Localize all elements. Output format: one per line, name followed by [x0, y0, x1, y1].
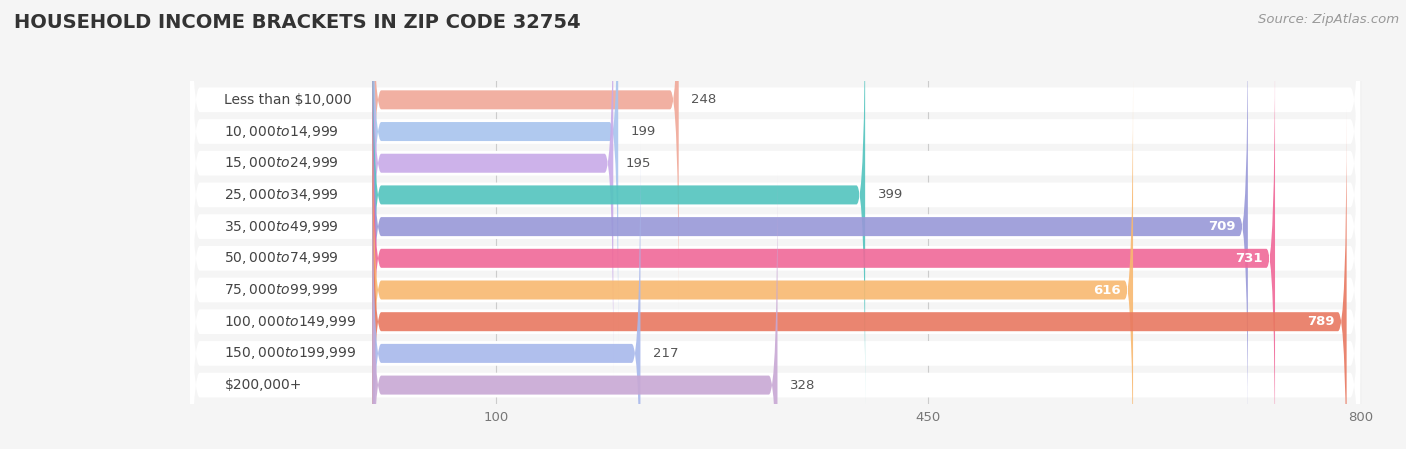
Text: $50,000 to $74,999: $50,000 to $74,999 [225, 250, 339, 266]
Text: 709: 709 [1208, 220, 1236, 233]
FancyBboxPatch shape [190, 0, 1360, 436]
FancyBboxPatch shape [373, 0, 865, 407]
Text: 731: 731 [1236, 252, 1263, 265]
FancyBboxPatch shape [373, 14, 1249, 439]
Text: $100,000 to $149,999: $100,000 to $149,999 [225, 314, 357, 330]
Text: 399: 399 [877, 189, 903, 202]
FancyBboxPatch shape [373, 0, 619, 344]
FancyBboxPatch shape [373, 0, 613, 375]
Text: $10,000 to $14,999: $10,000 to $14,999 [225, 123, 339, 140]
FancyBboxPatch shape [190, 49, 1360, 449]
Text: $15,000 to $24,999: $15,000 to $24,999 [225, 155, 339, 171]
FancyBboxPatch shape [373, 110, 1347, 449]
Text: $150,000 to $199,999: $150,000 to $199,999 [225, 345, 357, 361]
FancyBboxPatch shape [190, 0, 1360, 341]
FancyBboxPatch shape [373, 46, 1275, 449]
Text: $35,000 to $49,999: $35,000 to $49,999 [225, 219, 339, 235]
FancyBboxPatch shape [190, 17, 1360, 449]
FancyBboxPatch shape [373, 173, 778, 449]
Text: $200,000+: $200,000+ [225, 378, 302, 392]
FancyBboxPatch shape [190, 0, 1360, 373]
Text: 616: 616 [1092, 283, 1121, 296]
Text: 789: 789 [1306, 315, 1334, 328]
Text: 248: 248 [692, 93, 716, 106]
Text: 199: 199 [630, 125, 655, 138]
FancyBboxPatch shape [373, 141, 641, 449]
Text: $25,000 to $34,999: $25,000 to $34,999 [225, 187, 339, 203]
Text: Source: ZipAtlas.com: Source: ZipAtlas.com [1258, 13, 1399, 26]
FancyBboxPatch shape [190, 0, 1360, 405]
FancyBboxPatch shape [190, 112, 1360, 449]
FancyBboxPatch shape [373, 0, 679, 312]
Text: Less than $10,000: Less than $10,000 [225, 93, 352, 107]
FancyBboxPatch shape [190, 0, 1360, 449]
Text: 217: 217 [652, 347, 678, 360]
Text: $75,000 to $99,999: $75,000 to $99,999 [225, 282, 339, 298]
FancyBboxPatch shape [190, 144, 1360, 449]
FancyBboxPatch shape [373, 78, 1133, 449]
Text: 195: 195 [626, 157, 651, 170]
FancyBboxPatch shape [190, 80, 1360, 449]
Text: 328: 328 [790, 379, 815, 392]
Text: HOUSEHOLD INCOME BRACKETS IN ZIP CODE 32754: HOUSEHOLD INCOME BRACKETS IN ZIP CODE 32… [14, 13, 581, 32]
